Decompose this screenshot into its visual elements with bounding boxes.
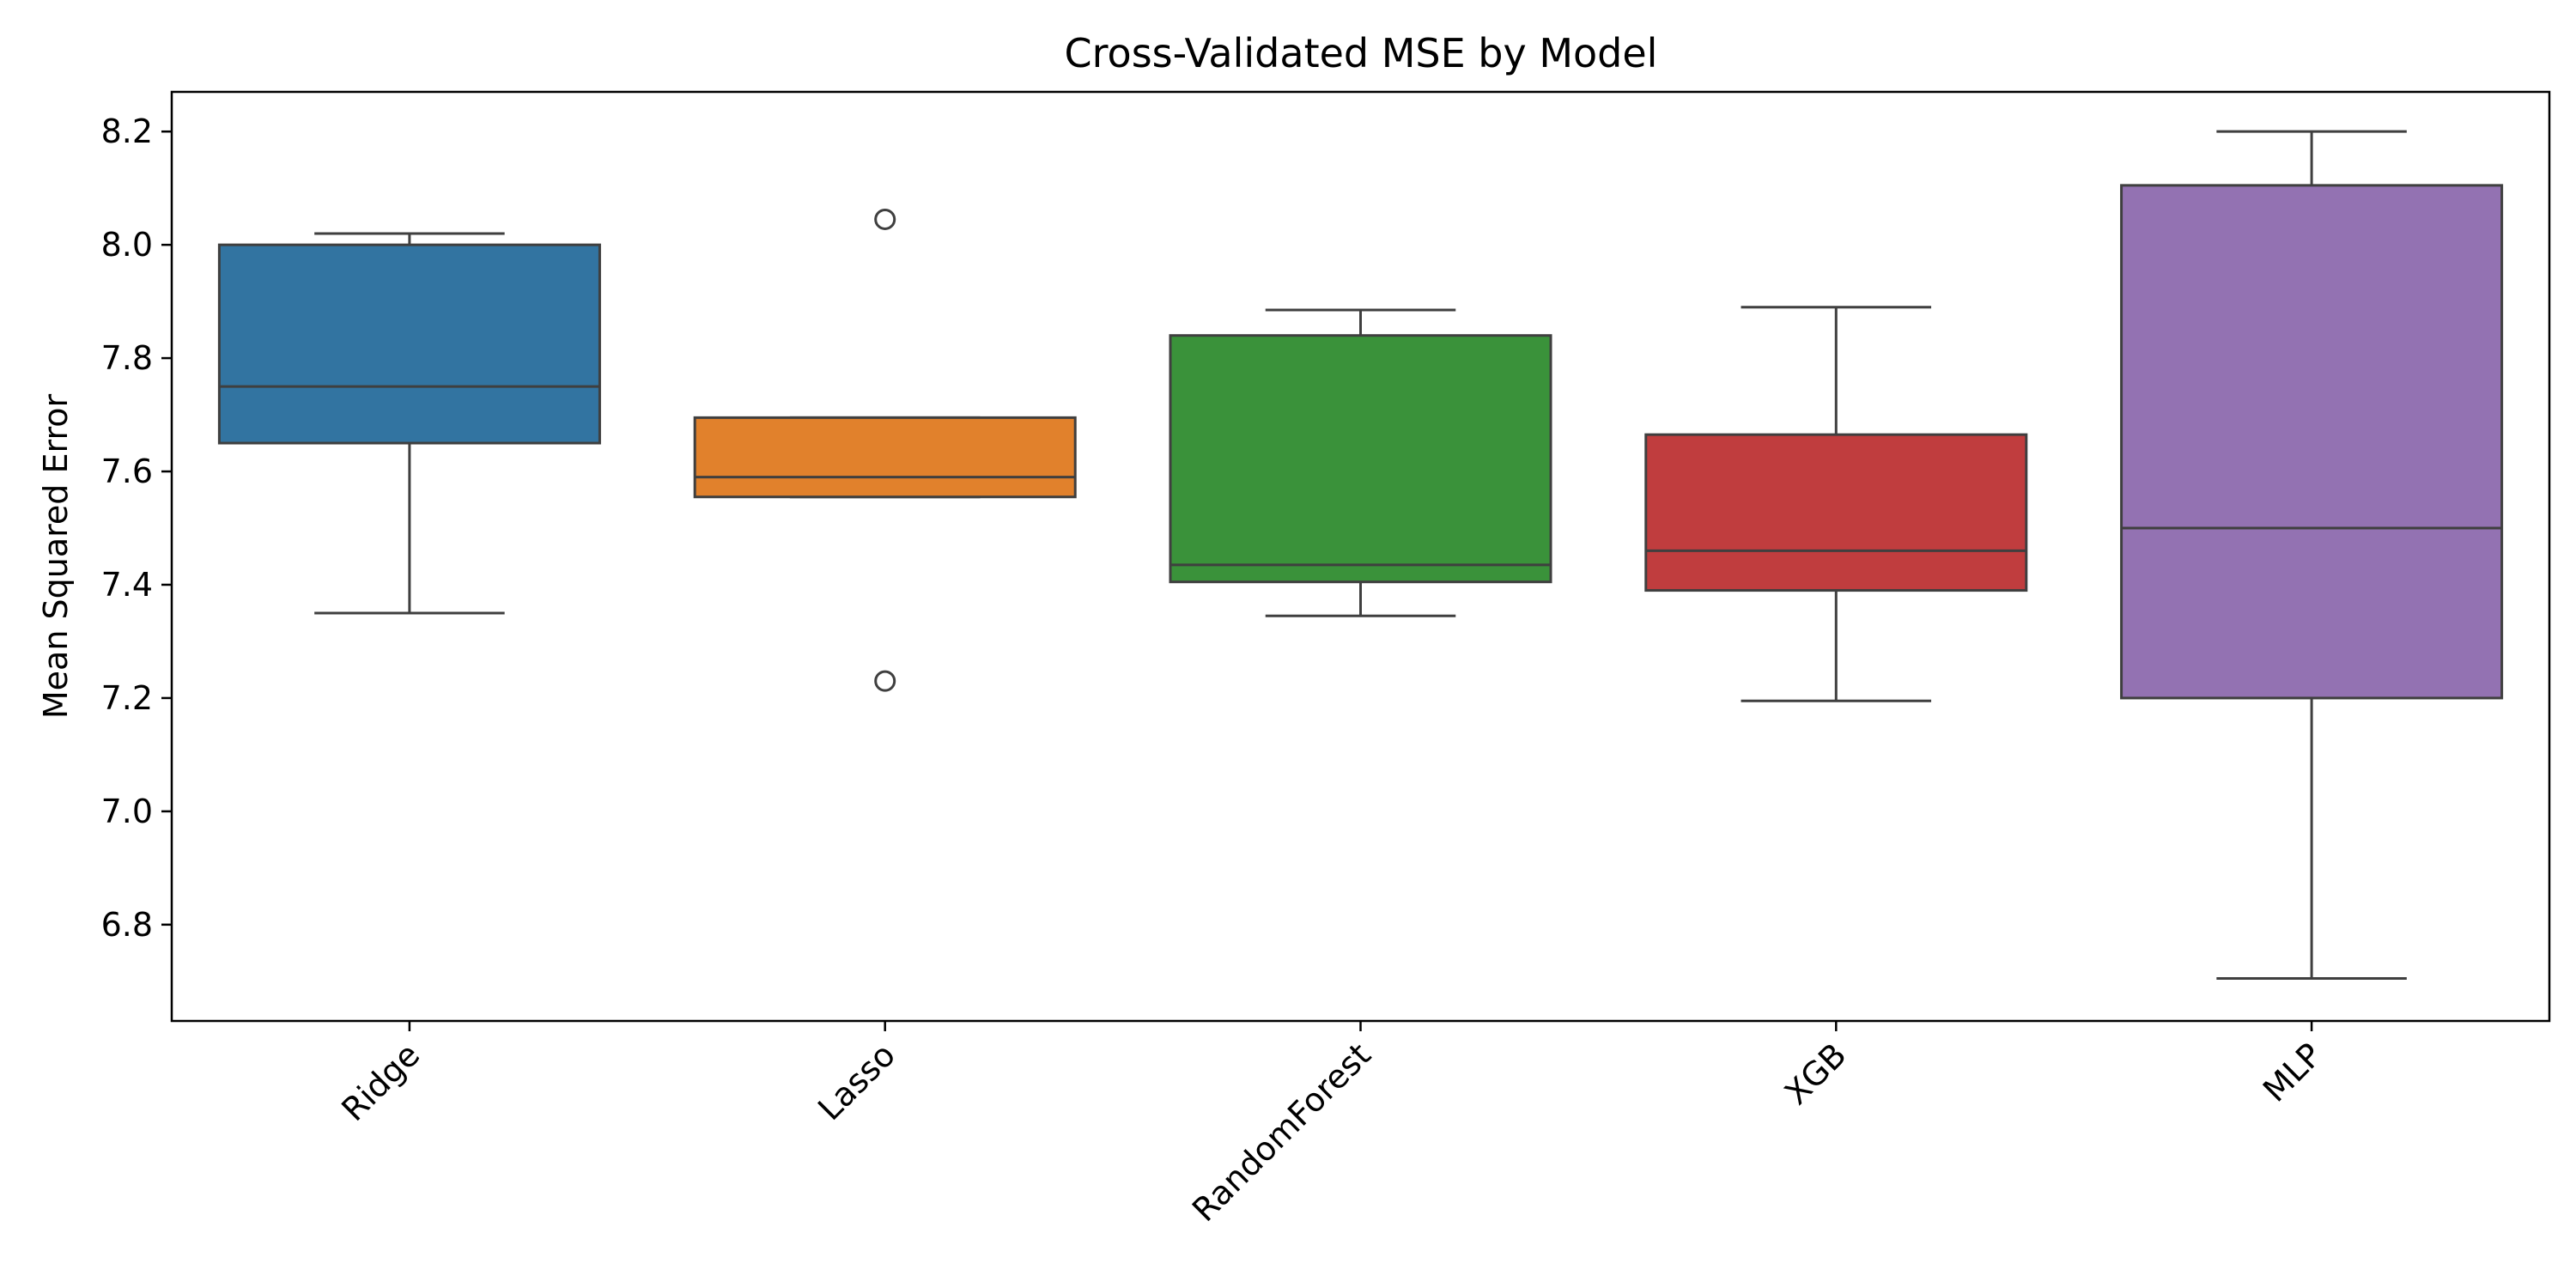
chart-title: Cross-Validated MSE by Model [1065, 30, 1658, 76]
box-mlp [2120, 130, 2504, 981]
box-ridge [217, 232, 601, 615]
x-tick-label: Lasso [811, 1036, 902, 1127]
box-iqr [217, 243, 601, 445]
box-randomforest [1169, 308, 1552, 617]
x-axis-ticks: Ridge Lasso RandomForest XGB MLP [334, 1021, 2329, 1229]
y-tick-label: 8.0 [101, 226, 153, 264]
x-tick-label: MLP [2256, 1036, 2329, 1109]
box-xgb [1644, 306, 2028, 702]
x-tick-label: RandomForest [1185, 1036, 1378, 1229]
y-axis-label: Mean Squared Error [37, 394, 75, 720]
outlier-point [874, 208, 896, 230]
y-tick-label: 7.4 [101, 566, 153, 604]
box-lasso [693, 208, 1077, 692]
y-tick-label: 7.8 [101, 339, 153, 377]
y-tick-label: 8.2 [101, 112, 153, 150]
box-iqr [693, 416, 1077, 499]
y-axis-ticks: 6.8 7.0 7.2 7.4 7.6 7.8 8.0 8.2 [101, 112, 172, 944]
y-tick-label: 6.8 [101, 906, 153, 944]
y-tick-label: 7.0 [101, 793, 153, 830]
outlier-point [874, 670, 896, 692]
x-tick-label: Ridge [334, 1036, 427, 1128]
y-tick-label: 7.2 [101, 679, 153, 717]
x-tick-label: XGB [1777, 1036, 1854, 1112]
box-iqr [1644, 433, 2028, 592]
y-tick-label: 7.6 [101, 453, 153, 490]
box-iqr [2120, 184, 2504, 700]
box-iqr [1169, 334, 1552, 584]
plot-area: 6.8 7.0 7.2 7.4 7.6 7.8 8.0 8.2 Ridge Lasso Random… [101, 90, 2551, 1229]
